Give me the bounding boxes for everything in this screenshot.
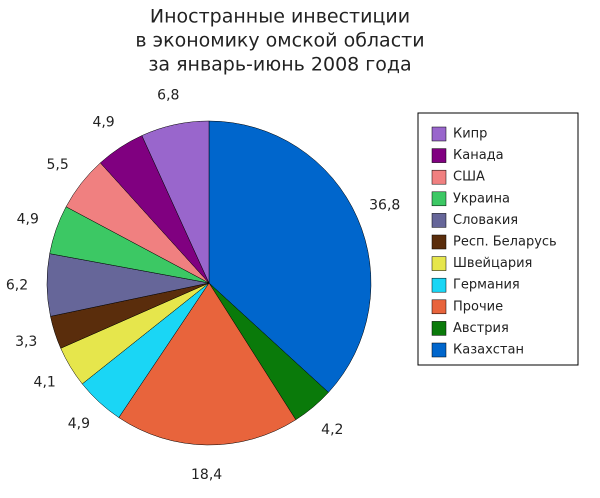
data-label: 5,5 bbox=[47, 157, 69, 173]
chart-title: Иностранные инвестиции bbox=[150, 6, 410, 28]
data-label: 6,8 bbox=[157, 87, 179, 103]
legend-swatch bbox=[431, 321, 447, 336]
data-label: 3,3 bbox=[15, 334, 37, 350]
data-label: 18,4 bbox=[191, 467, 222, 483]
legend-swatch bbox=[431, 256, 447, 271]
data-label: 4,9 bbox=[68, 416, 90, 432]
legend-swatch bbox=[431, 277, 447, 293]
chart-title: за январь-июнь 2008 года bbox=[148, 54, 411, 76]
legend-swatch bbox=[431, 299, 447, 315]
legend-swatch bbox=[431, 126, 447, 142]
legend-label: Австрия bbox=[453, 321, 509, 336]
data-label: 4,9 bbox=[92, 115, 114, 131]
legend-swatch bbox=[431, 169, 447, 185]
legend-swatch bbox=[431, 148, 447, 163]
legend-swatch bbox=[431, 191, 447, 207]
data-label: 36,8 bbox=[369, 198, 400, 214]
pie-slice bbox=[141, 120, 210, 284]
legend-swatch bbox=[431, 213, 447, 228]
data-label: 4,2 bbox=[321, 422, 343, 438]
pie-slice bbox=[208, 120, 372, 393]
legend-label: Канада bbox=[453, 148, 504, 163]
pie-slice bbox=[118, 282, 297, 446]
legend-label: Кипр bbox=[453, 127, 487, 142]
legend-swatch bbox=[431, 234, 447, 250]
legend-label: Словакия bbox=[453, 213, 518, 228]
data-label: 4,1 bbox=[34, 374, 56, 390]
legend-label: Прочие bbox=[453, 299, 503, 314]
legend-label: Респ. Беларусь bbox=[453, 235, 557, 250]
legend-label: Казахстан bbox=[453, 343, 524, 358]
legend-label: Германия bbox=[453, 278, 520, 293]
legend-label: Украина bbox=[453, 191, 510, 206]
legend-label: Швейцария bbox=[453, 256, 532, 271]
legend-swatch bbox=[431, 342, 447, 358]
legend-label: США bbox=[453, 170, 485, 185]
data-label: 6,2 bbox=[6, 277, 28, 293]
chart-title: в экономику омской области bbox=[135, 30, 424, 52]
data-label: 4,9 bbox=[17, 212, 39, 228]
